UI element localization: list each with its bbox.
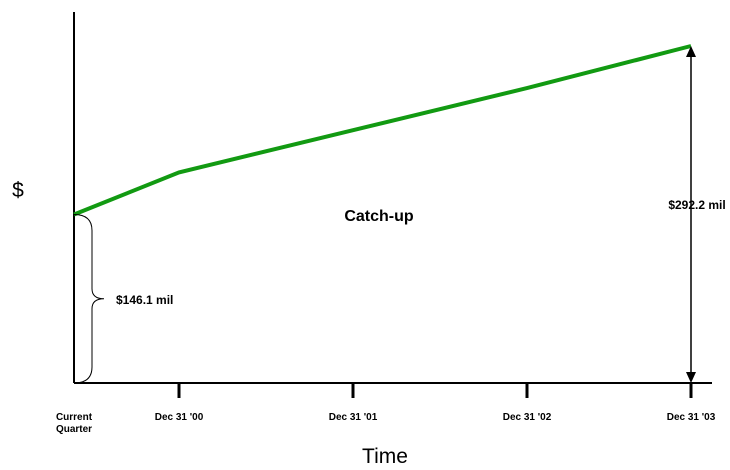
y-axis-title: $ bbox=[12, 179, 24, 202]
x-tick-label: Dec 31 '01 bbox=[329, 412, 378, 423]
x-tick-label: Dec 31 '02 bbox=[503, 412, 552, 423]
x-tick-label: Current Quarter bbox=[56, 412, 93, 435]
x-ticks bbox=[177, 383, 693, 398]
x-tick-label: Dec 31 '00 bbox=[155, 412, 204, 423]
end-value-arrowhead-top bbox=[686, 46, 696, 57]
series-line bbox=[73, 44, 692, 217]
start-value-label: $146.1 mil bbox=[116, 293, 173, 307]
x-tick-label: Dec 31 '03 bbox=[667, 412, 716, 423]
start-value-brace bbox=[73, 214, 105, 384]
end-value-arrowhead-bottom bbox=[686, 372, 696, 383]
end-value-label: $292.2 mil bbox=[668, 198, 725, 212]
x-tick-labels: Current Quarter Dec 31 '00 Dec 31 '01 Dec 31… bbox=[56, 412, 716, 435]
catch-up-label: Catch-up bbox=[344, 208, 414, 225]
x-axis-title: Time bbox=[362, 445, 408, 468]
